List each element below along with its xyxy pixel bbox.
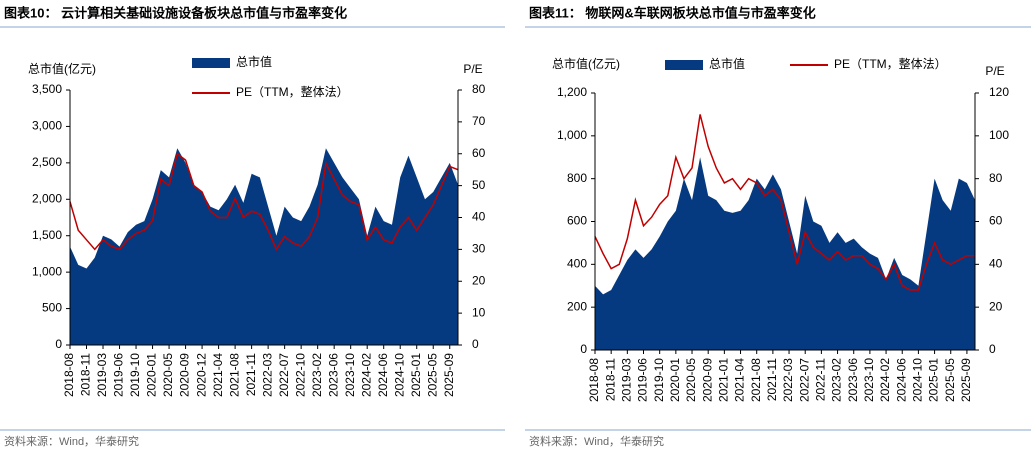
x-tick-label: 2020-09 xyxy=(700,358,714,402)
x-tick-label: 2022-03 xyxy=(260,353,274,397)
x-tick-label: 2019-06 xyxy=(636,358,650,402)
y-tick-label: 1,000 xyxy=(557,128,587,142)
chart-title: 图表11： 物联网&车联网板块总市值与市盈率变化 xyxy=(529,5,816,20)
x-tick-label: 2019-10 xyxy=(652,358,666,402)
x-tick-label: 2021-08 xyxy=(227,353,241,397)
x-tick-label: 2020-05 xyxy=(161,353,175,397)
area xyxy=(70,148,458,345)
x-tick-label: 2018-11 xyxy=(79,353,93,396)
y2-tick-label: 120 xyxy=(989,85,1009,99)
y2-tick-label: 30 xyxy=(472,242,486,256)
x-tick-label: 2023-02 xyxy=(830,358,844,402)
x-tick-label: 2020-12 xyxy=(194,353,208,397)
x-tick-label: 2022-03 xyxy=(781,358,795,402)
legend-label: 总市值 xyxy=(709,56,745,71)
y-tick-label: 1,000 xyxy=(32,264,62,278)
y2-tick-label: 0 xyxy=(989,342,996,356)
x-tick-label: 2024-10 xyxy=(911,358,925,402)
y2-tick-label: 100 xyxy=(989,128,1009,142)
y2-tick-label: 40 xyxy=(472,210,486,224)
line xyxy=(69,152,459,251)
area xyxy=(595,157,975,350)
y-tick-label: 400 xyxy=(567,257,587,271)
x-tick-label: 2021-04 xyxy=(733,358,747,402)
y-tick-label: 0 xyxy=(580,342,587,356)
x-tick-label: 2021-01 xyxy=(717,358,731,402)
y2-tick-label: 20 xyxy=(472,273,486,287)
x-tick-label: 2018-08 xyxy=(62,353,76,397)
legend-swatch xyxy=(192,58,230,68)
x-tick-label: 2025-09 xyxy=(959,358,973,402)
x-tick-label: 2023-06 xyxy=(326,353,340,397)
y2-axis-title: P/E xyxy=(463,62,482,76)
line xyxy=(594,114,975,291)
x-tick-label: 2019-03 xyxy=(95,353,109,397)
x-tick-label: 2020-01 xyxy=(668,358,682,402)
x-tick-label: 2021-11 xyxy=(244,353,258,396)
x-tick-label: 2018-08 xyxy=(587,358,601,402)
y2-tick-label: 80 xyxy=(472,82,486,96)
x-tick-label: 2019-10 xyxy=(128,353,142,397)
x-tick-label: 2022-11 xyxy=(814,358,828,401)
legend-swatch xyxy=(665,60,703,70)
y-tick-label: 3,500 xyxy=(32,82,62,96)
y2-tick-label: 60 xyxy=(472,146,486,160)
x-tick-label: 2023-02 xyxy=(310,353,324,397)
x-tick-label: 2024-02 xyxy=(878,358,892,402)
x-tick-label: 2024-02 xyxy=(359,353,373,397)
x-tick-label: 2025-09 xyxy=(442,353,456,397)
x-tick-label: 2024-06 xyxy=(894,358,908,402)
y2-tick-label: 50 xyxy=(472,178,486,192)
y-tick-label: 1,500 xyxy=(32,228,62,242)
x-tick-label: 2019-06 xyxy=(112,353,126,397)
x-tick-label: 2025-01 xyxy=(927,358,941,402)
x-tick-label: 2020-01 xyxy=(145,353,159,397)
x-tick-label: 2025-05 xyxy=(425,353,439,397)
chart-title: 图表10： 云计算相关基础设施设备板块总市值与市盈率变化 xyxy=(4,5,347,20)
y2-axis-title: P/E xyxy=(985,64,1004,78)
y-tick-label: 800 xyxy=(567,171,587,185)
x-tick-label: 2020-09 xyxy=(178,353,192,397)
x-tick-label: 2018-11 xyxy=(603,358,617,401)
x-tick-label: 2025-05 xyxy=(943,358,957,402)
y2-tick-label: 80 xyxy=(989,171,1003,185)
y2-tick-label: 20 xyxy=(989,299,1003,313)
x-tick-label: 2024-06 xyxy=(376,353,390,397)
x-tick-label: 2022-10 xyxy=(293,353,307,397)
x-tick-label: 2021-08 xyxy=(749,358,763,402)
source: 资料来源：Wind，华泰研究 xyxy=(529,434,664,448)
y2-tick-label: 60 xyxy=(989,214,1003,228)
legend-label: PE（TTM，整体法） xyxy=(236,84,349,99)
y-tick-label: 500 xyxy=(42,301,62,315)
x-tick-label: 2023-10 xyxy=(862,358,876,402)
x-tick-label: 2024-10 xyxy=(392,353,406,397)
y-tick-label: 200 xyxy=(567,299,587,313)
y-tick-label: 0 xyxy=(55,337,62,351)
x-tick-label: 2021-11 xyxy=(765,358,779,401)
legend-label: 总市值 xyxy=(236,54,272,69)
y-tick-label: 3,000 xyxy=(32,119,62,133)
y-tick-label: 1,200 xyxy=(557,85,587,99)
y-tick-label: 2,000 xyxy=(32,191,62,205)
y2-tick-label: 0 xyxy=(472,337,479,351)
x-tick-label: 2020-05 xyxy=(684,358,698,402)
source: 资料来源：Wind，华泰研究 xyxy=(4,434,139,448)
y-tick-label: 600 xyxy=(567,214,587,228)
y-axis-title: 总市值(亿元) xyxy=(552,56,620,71)
x-tick-label: 2019-03 xyxy=(620,358,634,402)
y2-tick-label: 10 xyxy=(472,305,486,319)
y2-tick-label: 70 xyxy=(472,114,486,128)
x-tick-label: 2025-01 xyxy=(409,353,423,397)
y2-tick-label: 40 xyxy=(989,257,1003,271)
x-tick-label: 2022-07 xyxy=(277,353,291,397)
x-tick-label: 2023-06 xyxy=(846,358,860,402)
x-tick-label: 2023-10 xyxy=(343,353,357,397)
y-tick-label: 2,500 xyxy=(32,155,62,169)
x-tick-label: 2021-04 xyxy=(211,353,225,397)
x-tick-label: 2022-07 xyxy=(797,358,811,402)
legend-label: PE（TTM，整体法） xyxy=(834,56,947,71)
y-axis-title: 总市值(亿元) xyxy=(28,61,96,76)
